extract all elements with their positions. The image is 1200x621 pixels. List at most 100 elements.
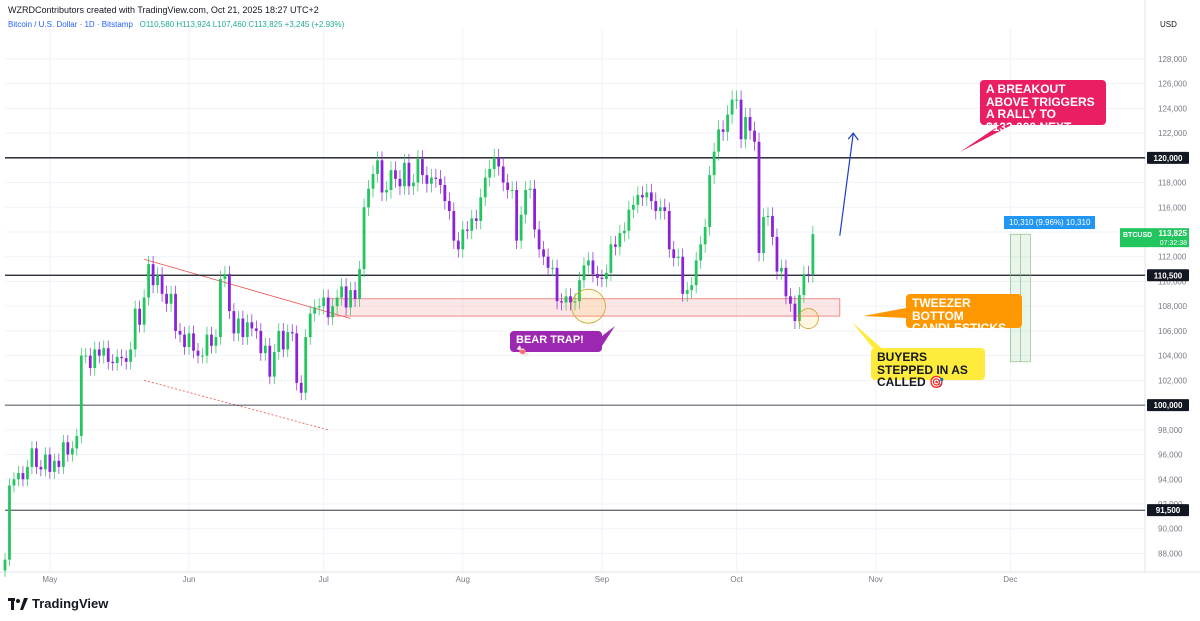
breakout-callout-tail <box>960 118 1025 152</box>
candle-body <box>582 265 586 281</box>
candle-body <box>685 290 689 294</box>
y-tick-label: 126,000 <box>1158 80 1187 89</box>
candle-body <box>394 170 397 179</box>
candle-body <box>717 129 721 152</box>
candle-body <box>263 345 267 354</box>
candle-body <box>425 175 429 184</box>
last-price-symbol: BTCUSD <box>1123 232 1152 239</box>
candle-body <box>744 117 747 140</box>
candle-body <box>757 141 761 254</box>
candle-body <box>631 204 635 210</box>
tweezer-callout: TWEEZER BOTTOM CANDLESTICKS <box>906 294 1022 334</box>
candle-body <box>492 157 496 169</box>
candle-body <box>151 264 155 286</box>
candle-body <box>380 160 384 193</box>
y-tick-label: 110,000 <box>1158 277 1187 286</box>
candle-body <box>793 303 797 322</box>
candle-body <box>636 194 640 205</box>
candle-body <box>169 293 173 304</box>
candle-body <box>551 267 554 269</box>
candle-body <box>663 207 667 211</box>
candle-body <box>649 192 653 202</box>
candle-body <box>210 334 213 346</box>
candle-body <box>403 162 406 187</box>
candle-body <box>614 244 617 247</box>
candle-body <box>322 297 326 307</box>
candle-body <box>183 334 186 347</box>
candle-body <box>223 274 227 279</box>
candle-body <box>367 188 370 208</box>
candle-body <box>335 297 339 307</box>
candle-body <box>726 114 729 132</box>
candle-body <box>147 264 151 298</box>
candle-body <box>789 296 792 304</box>
measure-label: 10,310 (9.96%) 10,310 <box>1004 216 1096 229</box>
candle-body <box>268 345 272 377</box>
candle-body <box>497 157 501 167</box>
candle-body <box>93 349 97 368</box>
candle-body <box>70 448 74 455</box>
tradingview-logo-text: TradingView <box>32 596 109 611</box>
y-tick-label: 124,000 <box>1158 104 1187 113</box>
candle-body <box>290 332 294 334</box>
y-tick-label: 102,000 <box>1158 376 1187 385</box>
symbol-label[interactable]: Bitcoin / U.S. Dollar · 1D · Bitstamp <box>8 20 133 29</box>
candle-body <box>277 330 281 352</box>
candle-body <box>596 274 599 278</box>
candle-body <box>254 328 258 331</box>
candle-body <box>286 332 290 350</box>
buyers-callout: BUYERS STEPPED IN AS CALLED 🎯 <box>871 348 985 388</box>
candle-body <box>573 301 577 303</box>
candle-body <box>120 356 124 359</box>
level-tag <box>1147 504 1189 517</box>
candle-body <box>591 260 595 275</box>
x-tick-label: Dec <box>1003 575 1017 584</box>
candle-body <box>519 214 523 241</box>
last-price-tag <box>1120 228 1189 248</box>
last-price-countdown: 07:32:38 <box>1160 240 1187 247</box>
candle-body <box>798 295 801 322</box>
candle-body <box>780 267 783 272</box>
candle-body <box>618 233 622 247</box>
y-tick-label: 116,000 <box>1158 203 1187 212</box>
candle-body <box>362 207 366 270</box>
candle-body <box>245 322 249 338</box>
candle-body <box>97 349 101 356</box>
candle-body <box>434 177 438 179</box>
candle-body <box>102 348 106 356</box>
level-tag-label: 110,500 <box>1154 271 1183 280</box>
candle-body <box>605 272 608 279</box>
x-tick-label: Jul <box>319 575 329 584</box>
candle-body <box>452 210 456 241</box>
low-value: L107,460 <box>212 20 247 29</box>
high-value: H113,924 <box>176 20 211 29</box>
candle-body <box>138 308 142 325</box>
tradingview-logo[interactable]: TradingView <box>8 596 108 611</box>
tradingview-logo-icon <box>8 597 28 610</box>
x-tick-label: Oct <box>730 575 743 584</box>
candle-body <box>353 290 357 299</box>
candle-body <box>456 240 460 250</box>
candle-body <box>106 348 110 362</box>
y-tick-label: 104,000 <box>1158 352 1187 361</box>
bear-trap-callout: BEAR TRAP! 🍬 <box>510 331 602 357</box>
candle-body <box>412 182 415 187</box>
candle-body <box>205 334 209 356</box>
buyers-callout-tail <box>852 322 886 352</box>
candle-body <box>672 249 676 258</box>
candle-body <box>84 355 88 357</box>
candle-body <box>75 436 79 449</box>
candle-body <box>344 286 348 308</box>
candle-body <box>241 318 245 338</box>
candle-body <box>524 189 528 215</box>
candle-body <box>694 260 698 286</box>
candle-body <box>304 337 308 393</box>
candle-body <box>61 442 65 467</box>
candle-body <box>515 189 519 241</box>
change-value: +3,245 (+2.93%) <box>284 20 345 29</box>
candle-body <box>358 269 361 299</box>
candle-body <box>533 188 536 230</box>
candle-body <box>501 166 505 183</box>
candle-body <box>115 356 119 364</box>
x-tick-label: Aug <box>456 575 470 584</box>
